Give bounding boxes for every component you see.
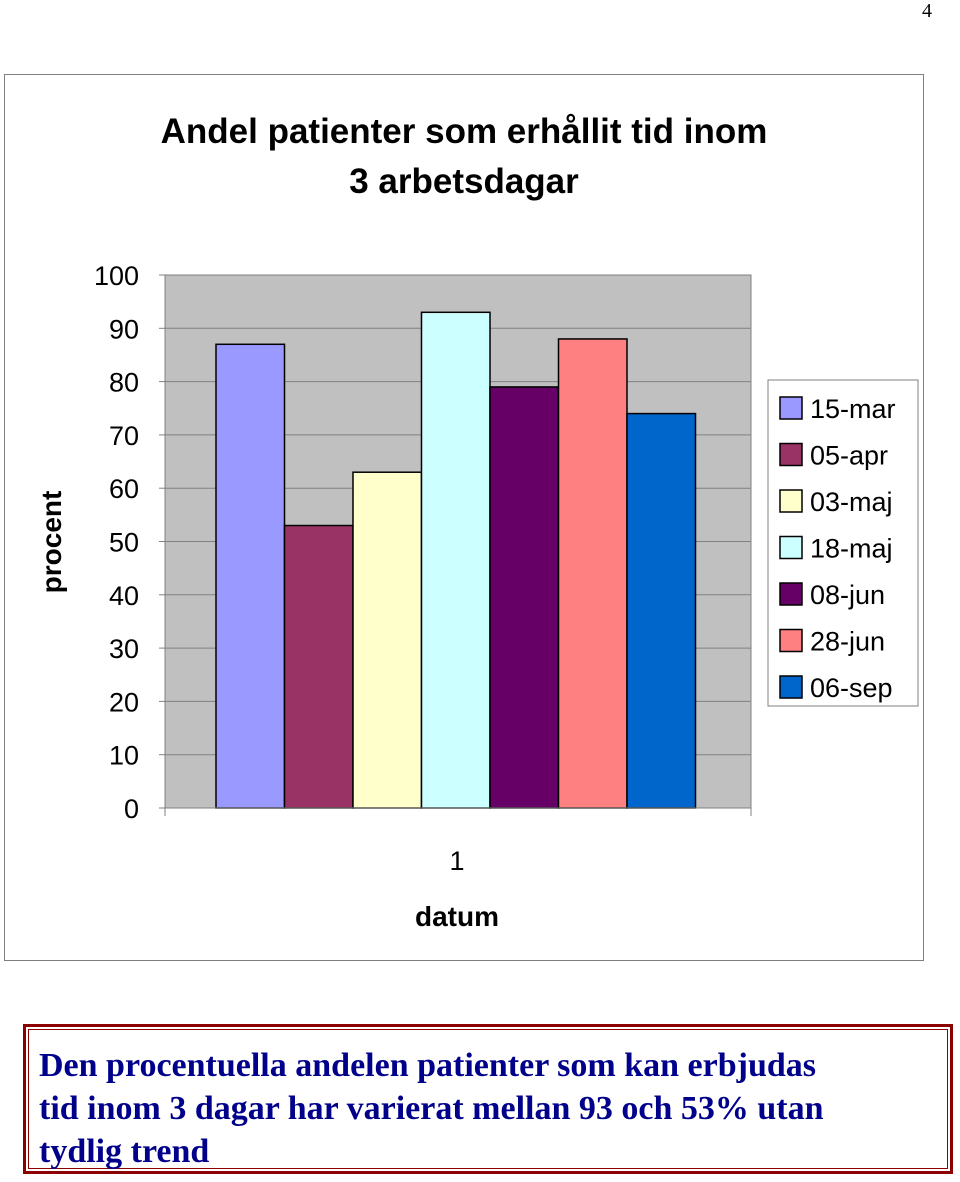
bar-15-mar xyxy=(215,343,286,809)
legend-label-28-jun: 28-jun xyxy=(810,627,885,657)
y-tick-label: 20 xyxy=(109,687,139,717)
legend-swatch-28-jun xyxy=(779,628,803,653)
y-tick-label: 50 xyxy=(109,528,139,558)
bar-06-sep xyxy=(626,412,697,809)
legend: 15-mar 05-apr 03-maj 18-maj 08-jun 28-jun 06-s… xyxy=(767,379,919,707)
caption-line-1: Den procentuella andelen patienter som k… xyxy=(39,1047,817,1084)
plot-area: 0 10 20 30 40 50 60 70 80 90 100 1 xyxy=(94,261,752,876)
legend-swatch-15-mar xyxy=(779,396,803,420)
caption-line-3: tydlig trend xyxy=(39,1133,210,1170)
legend-label-05-apr: 05-apr xyxy=(810,441,888,471)
y-tick-label: 90 xyxy=(109,314,139,344)
bar-chart: Andel patienter som erhållit tid inom 3 … xyxy=(36,112,919,932)
caption-line-2: tid inom 3 dagar har varierat mellan 93 … xyxy=(39,1090,824,1127)
chart-title-line1: Andel patienter som erhållit tid inom xyxy=(161,112,768,151)
legend-swatch-18-maj xyxy=(779,535,803,560)
x-tick-label: 1 xyxy=(449,846,464,876)
legend-label-18-maj: 18-maj xyxy=(810,534,893,564)
caption-text: Den procentuella andelen patienter som k… xyxy=(39,1044,937,1173)
caption-box: Den procentuella andelen patienter som k… xyxy=(23,1024,953,1174)
caption-inner-border: Den procentuella andelen patienter som k… xyxy=(28,1029,948,1170)
chart-title-line2: 3 arbetsdagar xyxy=(349,162,579,201)
legend-label-15-mar: 15-mar xyxy=(810,394,896,424)
legend-swatch-03-maj xyxy=(779,489,803,513)
page-number: 4 xyxy=(922,0,932,22)
y-tick-label: 10 xyxy=(109,741,139,771)
legend-swatch-05-apr xyxy=(779,442,803,467)
y-tick-label: 0 xyxy=(124,794,139,824)
y-axis-title: procent xyxy=(36,491,67,594)
y-tick-label: 30 xyxy=(109,634,139,664)
y-tick-label: 70 xyxy=(109,421,139,451)
x-axis-title: datum xyxy=(415,901,499,932)
bar-18-maj xyxy=(420,311,491,809)
legend-swatch-06-sep xyxy=(779,675,803,699)
y-tick-label: 100 xyxy=(94,261,139,291)
legend-label-03-maj: 03-maj xyxy=(810,487,893,517)
legend-swatch-08-jun xyxy=(779,582,803,606)
bar-03-maj xyxy=(352,471,423,809)
y-tick-label: 80 xyxy=(109,368,139,398)
y-tick-label: 60 xyxy=(109,474,139,504)
chart-frame: Andel patienter som erhållit tid inom 3 … xyxy=(4,74,924,961)
bar-08-jun xyxy=(489,386,560,809)
legend-label-06-sep: 06-sep xyxy=(810,673,893,703)
y-tick-label: 40 xyxy=(109,581,139,611)
legend-label-08-jun: 08-jun xyxy=(810,580,885,610)
bar-28-jun xyxy=(557,338,628,809)
bar-05-apr xyxy=(283,524,354,809)
